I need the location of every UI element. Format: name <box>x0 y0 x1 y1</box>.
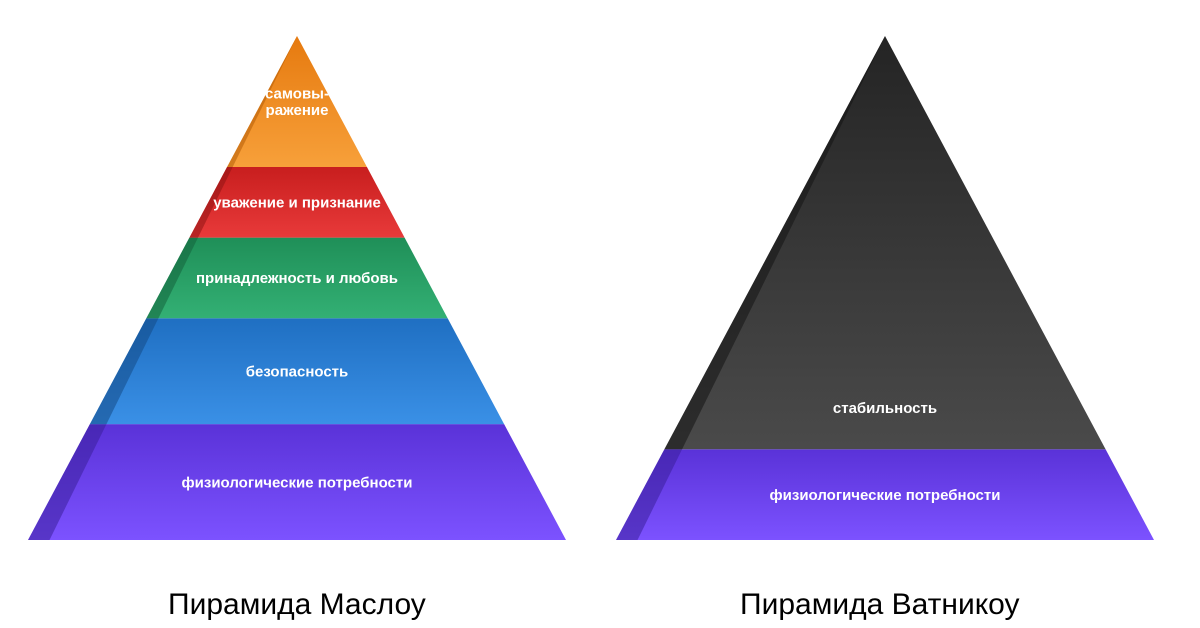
left-pyramid-tier-1-label: безопасность <box>246 363 349 380</box>
pyramids-svg: физиологические потребности безопасность п… <box>0 0 1200 628</box>
left-pyramid-caption: Пирамида Маслоу <box>168 588 426 622</box>
right-pyramid-caption: Пирамида Ватникоу <box>740 588 1020 622</box>
diagram-canvas: физиологические потребности безопасность п… <box>0 0 1200 628</box>
left-pyramid-tier-0-label: физиологические потребности <box>182 474 413 491</box>
left-pyramid-tier-3-label: уважение и признание <box>213 195 381 212</box>
left-pyramid-tier-4-label: самовы-ражение <box>265 86 329 120</box>
right-pyramid-tier-0-label: физиологические потребности <box>770 487 1001 504</box>
right-pyramid-tier-1-label: стабильность <box>833 400 937 417</box>
left-pyramid-tier-2-label: принадлежность и любовь <box>196 270 398 287</box>
right-pyramid-tier-1 <box>664 36 1105 449</box>
